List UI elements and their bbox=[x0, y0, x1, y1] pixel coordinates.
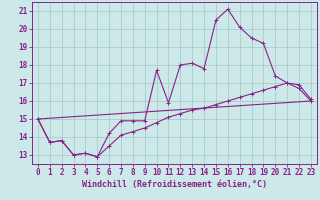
X-axis label: Windchill (Refroidissement éolien,°C): Windchill (Refroidissement éolien,°C) bbox=[82, 180, 267, 189]
